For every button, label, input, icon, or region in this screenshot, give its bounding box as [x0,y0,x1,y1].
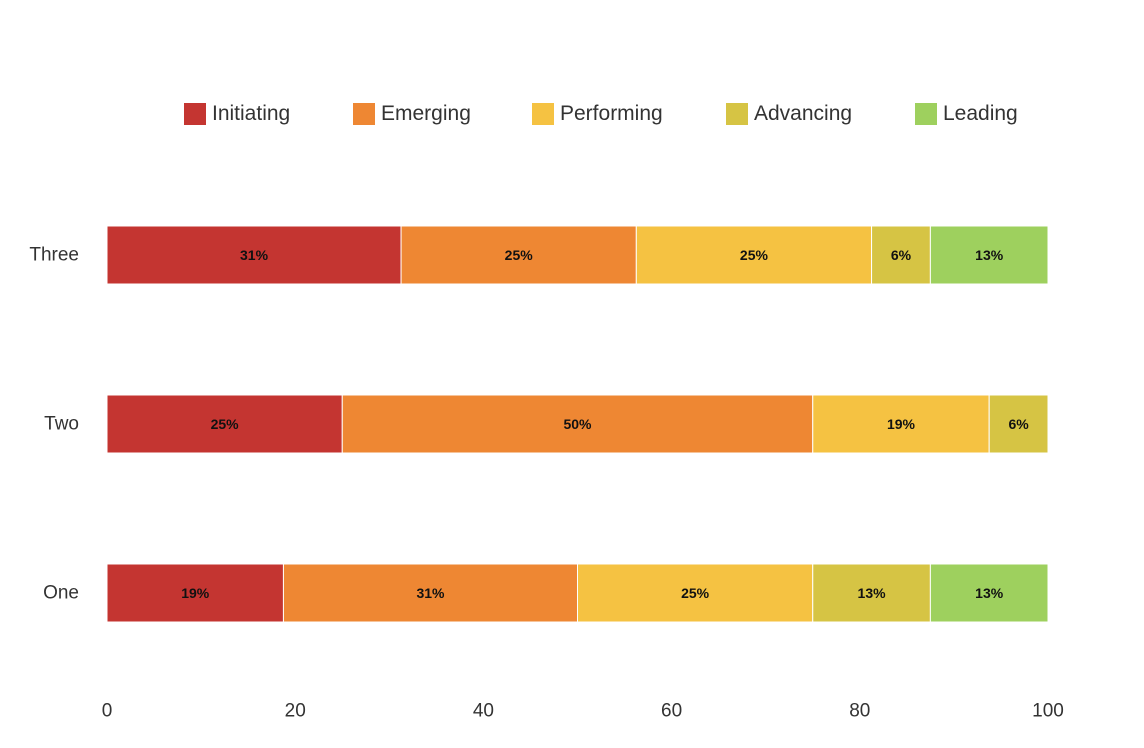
legend: Initiating Emerging Performing Advancing… [0,100,1144,128]
bar-two-emerging [341,394,814,454]
x-tick-label-60: 60 [661,701,682,722]
legend-item-performing[interactable]: Performing [532,100,663,128]
x-tick-label-20: 20 [285,701,306,722]
legend-label-performing: Performing [560,102,663,125]
bar-two-initiating [106,394,343,454]
x-tick-label-0: 0 [102,701,113,722]
legend-swatch-performing [532,103,554,125]
x-tick-label-80: 80 [849,701,870,722]
x-tick-label-100: 100 [1032,701,1064,722]
bar-three-advancing [871,225,931,285]
bar-three-leading [929,225,1049,285]
legend-item-initiating[interactable]: Initiating [184,100,290,128]
data-label-three-advancing: 6% [891,247,912,263]
data-label-two-advancing: 6% [1008,416,1029,432]
data-label-one-leading: 13% [975,585,1004,601]
data-label-one-initiating: 19% [181,585,210,601]
legend-label-initiating: Initiating [212,102,291,125]
data-label-three-initiating: 31% [240,247,269,263]
category-label-two: Two [44,414,79,435]
legend-swatch-leading [915,103,937,125]
legend-item-advancing[interactable]: Advancing [726,100,852,128]
data-label-one-performing: 25% [681,585,710,601]
legend-swatch-emerging [353,103,375,125]
data-label-two-emerging: 50% [563,416,592,432]
bar-one-emerging [282,563,578,623]
legend-swatch-advancing [726,103,748,125]
category-label-three: Three [29,245,79,266]
data-label-three-leading: 13% [975,247,1004,263]
data-label-three-performing: 25% [740,247,769,263]
bar-one-performing [577,563,814,623]
bar-two-advancing [988,394,1049,454]
legend-item-leading[interactable]: Leading [915,100,1018,128]
legend-label-emerging: Emerging [381,102,471,125]
bar-one-initiating [106,563,284,623]
bar-three-initiating [106,225,402,285]
data-label-one-advancing: 13% [858,585,887,601]
legend-swatch-initiating [184,103,206,125]
data-label-two-performing: 19% [887,416,916,432]
legend-label-advancing: Advancing [754,102,853,125]
category-label-one: One [43,583,79,604]
x-tick-label-40: 40 [473,701,494,722]
data-label-one-emerging: 31% [416,585,445,601]
bar-one-advancing [812,563,931,623]
data-label-three-emerging: 25% [505,247,534,263]
bar-one-leading [929,563,1049,623]
data-label-two-initiating: 25% [211,416,240,432]
legend-label-leading: Leading [943,102,1018,125]
legend-item-emerging[interactable]: Emerging [353,100,471,128]
